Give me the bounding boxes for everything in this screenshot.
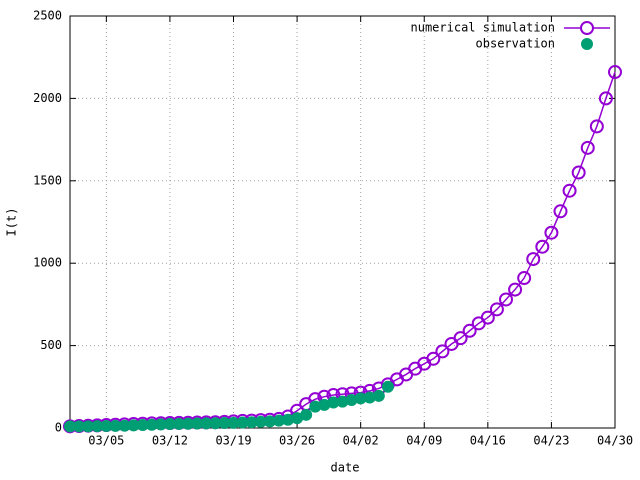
data-point [363,391,376,404]
data-point [309,400,322,413]
data-point [191,417,204,430]
data-point [426,351,441,366]
data-point [91,420,104,433]
legend-label: numerical simulation [411,21,556,35]
y-tick-label: 2000 [33,91,62,105]
data-point [236,416,249,429]
x-tick-label: 04/16 [470,434,506,448]
data-point [480,310,495,325]
data-point [100,420,113,433]
data-point [381,380,394,393]
x-tick-label: 03/19 [215,434,251,448]
y-tick-label: 0 [55,421,62,435]
data-point [544,225,559,240]
data-point [372,389,385,402]
data-point [64,420,76,433]
x-axis-label: date [331,461,360,475]
data-point [489,302,504,317]
data-point [526,252,541,267]
data-point [345,393,358,406]
data-point [462,323,477,338]
data-point [535,239,550,254]
data-point [327,396,340,409]
data-point [182,417,195,430]
x-tick-label: 04/09 [406,434,442,448]
data-point [136,419,149,432]
data-point [173,417,185,430]
data-point [453,331,468,346]
data-point [254,415,267,428]
data-point [200,417,213,430]
data-point [553,204,568,219]
data-point [608,65,622,80]
data-point [282,413,294,426]
x-tick-label: 03/26 [279,434,315,448]
y-tick-label: 1000 [33,256,62,270]
data-point [263,415,276,428]
x-tick-label: 04/02 [343,434,379,448]
data-point [209,417,222,430]
data-point [127,419,140,432]
data-point [245,416,258,429]
plot-frame [69,15,616,429]
legend-marker [581,38,593,50]
y-tick-label: 2500 [33,9,62,23]
data-point [435,344,450,359]
y-axis-label: I(t) [5,208,19,237]
data-point [598,91,613,106]
y-tick-label: 500 [40,338,62,352]
data-point [272,414,285,427]
data-point [227,416,240,429]
data-point [291,412,304,425]
y-tick-label: 1500 [33,173,62,187]
data-point [73,420,86,433]
data-point [508,282,523,297]
data-point [589,119,604,134]
data-point [571,165,586,180]
data-point [163,418,176,431]
x-tick-label: 03/05 [88,434,124,448]
data-point [118,419,131,432]
data-point [354,392,367,405]
data-point [562,183,577,198]
data-point [499,292,513,307]
data-point [580,140,595,155]
legend-label: observation [476,37,555,51]
data-point [154,418,167,431]
data-point [145,418,158,431]
legend-marker [580,21,594,35]
data-point [300,408,313,421]
data-point [109,419,122,432]
data-point [336,395,349,408]
x-tick-label: 04/30 [597,434,633,448]
data-point [517,271,532,286]
data-point [218,417,231,430]
x-tick-label: 03/12 [152,434,188,448]
x-tick-label: 04/23 [533,434,569,448]
data-point [318,398,331,411]
data-point [82,420,95,433]
